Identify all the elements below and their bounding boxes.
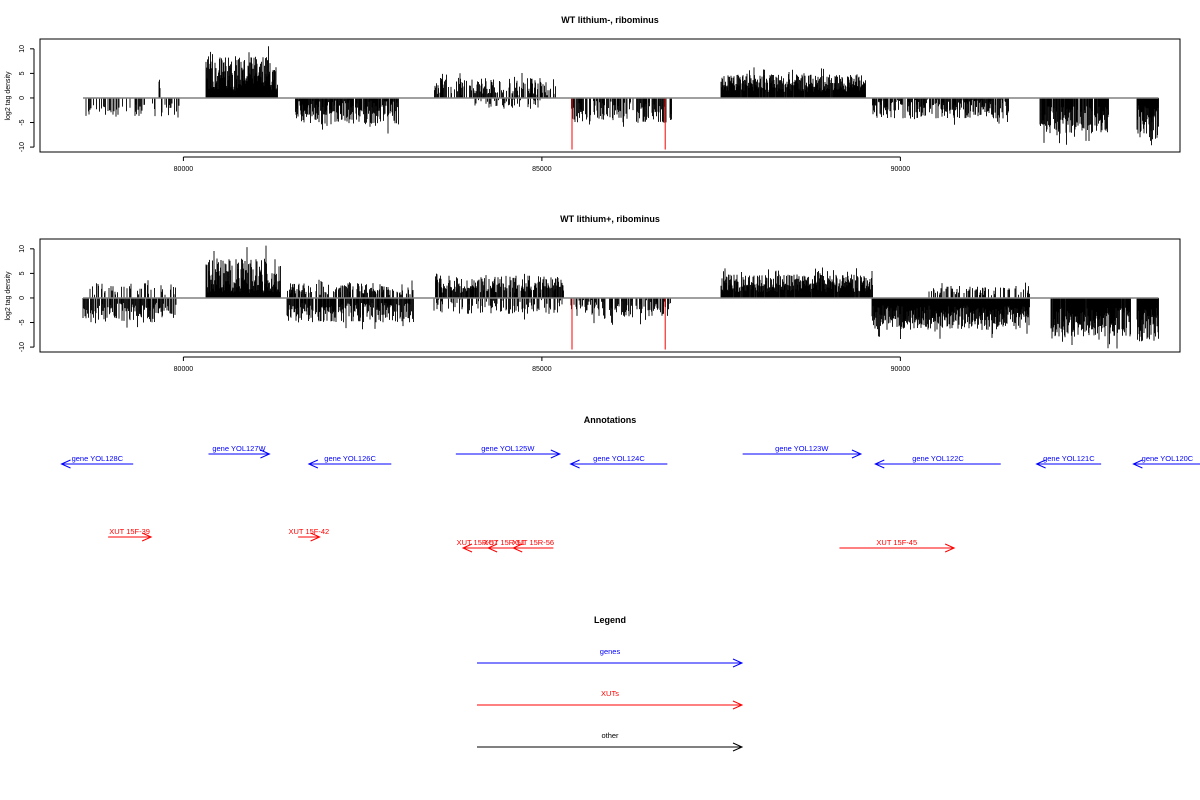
y-tick-label: 10: [19, 45, 26, 53]
xut-annotation: XUT 15F-39: [108, 527, 153, 542]
plot-frame: [39, 38, 1181, 153]
gene-arrow-head: [874, 459, 885, 469]
gene-annotation: gene YOL125W: [455, 444, 562, 459]
annotations-title: Annotations: [584, 415, 637, 425]
gene-annotation: gene YOL123W: [742, 444, 863, 459]
xut-arrow-head: [511, 543, 523, 553]
gene-arrow-head: [851, 449, 863, 459]
gene-label: gene YOL123W: [775, 444, 829, 453]
y-axis: -10 -5 0 5 10: [19, 45, 35, 152]
xut-label: XUT 15R-56: [513, 538, 555, 547]
x-tick-label: 80000: [174, 366, 194, 373]
y-axis-label: log2 tag density: [5, 271, 12, 321]
xut-label: XUT 15F-45: [876, 538, 917, 547]
legend-label: other: [601, 731, 619, 740]
xut-annotation: XUT 15F-45: [839, 538, 956, 553]
legend-label: XUTs: [601, 689, 619, 698]
xut-label: XUT 15F-42: [289, 527, 330, 536]
y-tick-label: -5: [19, 119, 26, 125]
y-tick-label: -10: [19, 142, 26, 152]
gene-label: gene YOL125W: [481, 444, 535, 453]
gene-annotation: gene YOL122C: [874, 454, 1001, 469]
plot-frame: [39, 238, 1181, 353]
x-tick-label: 90000: [891, 166, 911, 173]
y-tick-label: -10: [19, 342, 26, 352]
legend-items: genes XUTs other: [477, 647, 744, 752]
coverage-bars: [85, 46, 1159, 146]
panel-lithium-minus: WT lithium-, ribominus log2 tag density …: [5, 15, 1181, 173]
gene-arrow-head: [550, 449, 562, 459]
gene-annotation: gene YOL120C: [1132, 454, 1200, 469]
panel-title: WT lithium-, ribominus: [561, 15, 659, 25]
red-markers: [571, 297, 666, 350]
legend-arrow-head: [732, 742, 744, 752]
xut-arrow-head: [141, 532, 153, 542]
x-tick-label: 85000: [532, 166, 552, 173]
xut-arrow-head: [944, 543, 956, 553]
legend-label: genes: [600, 647, 621, 656]
x-axis: 80000 85000 90000: [174, 356, 911, 373]
xut-arrow-head: [310, 532, 321, 542]
gene-arrow-head: [1132, 459, 1143, 469]
gene-label: gene YOL128C: [72, 454, 124, 463]
gene-arrow-head: [260, 449, 271, 459]
gene-label: gene YOL121C: [1043, 454, 1095, 463]
y-tick-label: 10: [19, 245, 26, 253]
panel-lithium-plus: WT lithium+, ribominus log2 tag density …: [5, 214, 1181, 373]
gene-label: gene YOL120C: [1142, 454, 1194, 463]
gene-arrow-head: [569, 459, 580, 469]
gene-label: gene YOL127W: [212, 444, 266, 453]
y-tick-label: 5: [19, 71, 26, 75]
xut-label: XUT 15R-51: [483, 538, 525, 547]
panel-title: WT lithium+, ribominus: [560, 214, 660, 224]
gene-label: gene YOL122C: [912, 454, 964, 463]
xut-annotation: XUT 15F-42: [289, 527, 330, 542]
xut-annotation: XUT 15R-56: [511, 538, 555, 553]
y-tick-label: -5: [19, 319, 26, 325]
xut-arrow-head: [461, 543, 473, 553]
gene-annotation: gene YOL124C: [569, 454, 668, 469]
y-axis: -10 -5 0 5 10: [19, 245, 35, 352]
xut-label: XUT 15R-57: [457, 538, 499, 547]
xut-arrow-head: [486, 543, 498, 553]
x-tick-label: 90000: [891, 366, 911, 373]
coverage-bar-path: [85, 46, 1159, 146]
y-tick-label: 0: [19, 296, 26, 300]
gene-arrow-head: [307, 459, 319, 469]
y-axis-label: log2 tag density: [5, 71, 12, 121]
legend-item: genes: [477, 647, 744, 668]
xut-label: XUT 15F-39: [109, 527, 150, 536]
gene-arrow-head: [60, 459, 71, 469]
gene-label: gene YOL126C: [324, 454, 376, 463]
legend-title: Legend: [594, 615, 626, 625]
legend-item: XUTs: [477, 689, 744, 710]
y-tick-label: 0: [19, 96, 26, 100]
legend: Legend genes XUTs other: [477, 615, 744, 752]
legend-item: other: [477, 731, 744, 752]
x-tick-label: 85000: [532, 366, 552, 373]
legend-arrow-head: [732, 658, 744, 668]
gene-annotation: gene YOL121C: [1035, 454, 1102, 469]
y-tick-label: 5: [19, 271, 26, 275]
annotation-items: gene YOL128C gene YOL127W gene YOL126C gene…: [60, 444, 1200, 553]
gene-label: gene YOL124C: [593, 454, 645, 463]
x-tick-label: 80000: [174, 166, 194, 173]
gene-annotation: gene YOL126C: [307, 454, 392, 469]
coverage-bar-path: [82, 245, 1159, 349]
gene-annotation: gene YOL127W: [208, 444, 271, 459]
gene-arrow-head: [1035, 459, 1046, 469]
coverage-bars: [82, 245, 1159, 349]
red-markers: [571, 97, 666, 150]
gene-annotation: gene YOL128C: [60, 454, 134, 469]
x-axis: 80000 85000 90000: [174, 156, 911, 173]
legend-arrow-head: [732, 700, 744, 710]
